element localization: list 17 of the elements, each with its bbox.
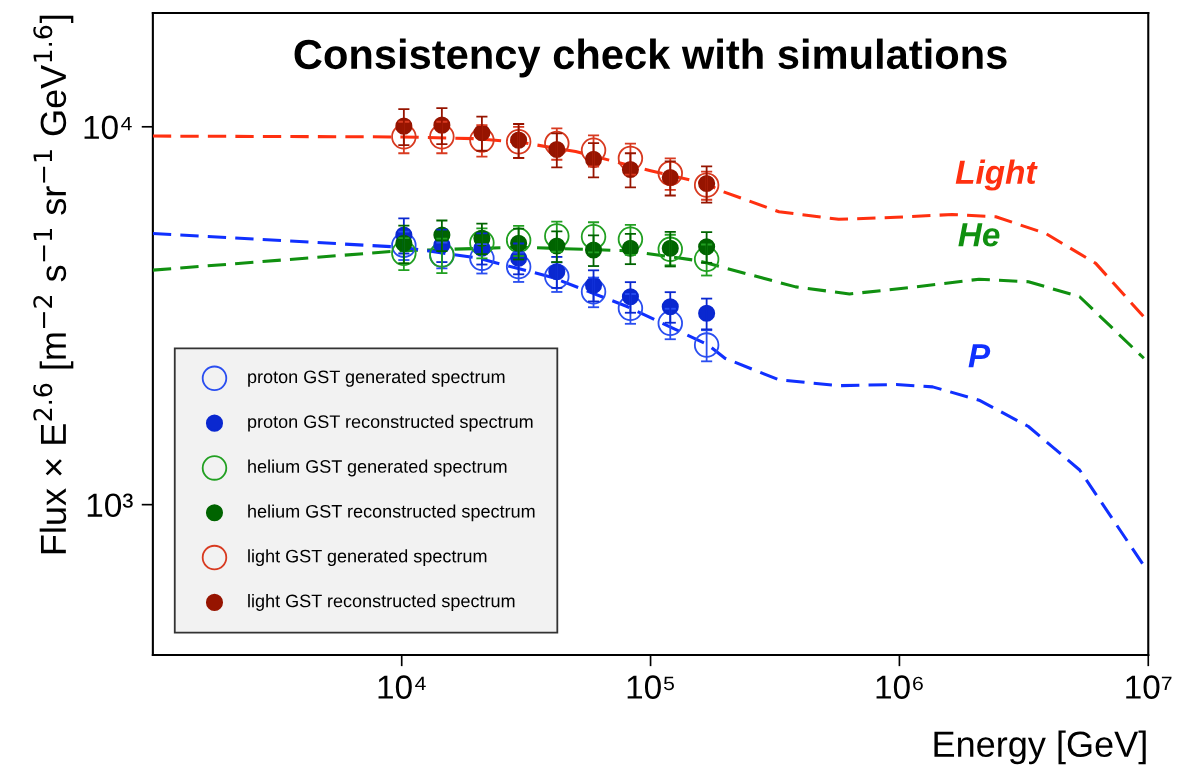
legend-label: helium GST generated spectrum [248,459,507,477]
x-tick-label: 10⁴ [378,675,426,699]
series-label: He [958,223,1000,247]
legend-label: proton GST reconstructed spectrum [248,414,533,432]
x-tick-label: 10⁶ [876,675,923,699]
legend-label: helium GST reconstructed spectrum [248,504,535,522]
text: Consistency check with simulations [294,38,1007,78]
series-label: P [968,344,991,368]
x-tick-label: 10⁵ [627,675,674,699]
x-axis-title: Energy [GeV] [934,730,1146,765]
legend-label: light GST reconstructed spectrum [248,594,515,611]
x-tick-label: 10⁷ [1126,675,1172,699]
y-tick-label: 10³ [87,493,133,518]
legend-label: light GST generated spectrum [248,549,487,567]
legend-label: proton GST generated spectrum [248,369,505,387]
series-label: Light [955,159,1038,191]
text: Flux × E$^{2.6}$ [m$^{−2}$ s$^{−1}$ sr$^{−1}$ GeV$^{1.6}$] [33,15,74,554]
